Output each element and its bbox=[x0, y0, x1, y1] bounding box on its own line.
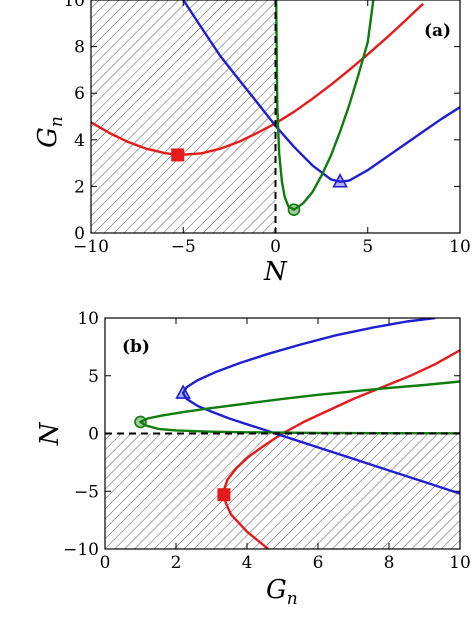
a-series-marker-triangle-1 bbox=[332, 173, 348, 188]
b-series-line-0 bbox=[222, 349, 460, 549]
b-ytick-label: −10 bbox=[63, 540, 99, 560]
svg-text:N: N bbox=[35, 421, 65, 446]
a-xtick-label: 5 bbox=[362, 237, 373, 257]
panel-a-ylabel: Gn bbox=[33, 116, 67, 148]
b-xtick-label: 6 bbox=[313, 553, 324, 573]
b-xtick-label: 8 bbox=[384, 553, 395, 573]
a-series-marker-circle-2 bbox=[287, 203, 301, 216]
svg-text:Gn: Gn bbox=[266, 575, 298, 609]
b-xtick-label: 2 bbox=[171, 553, 182, 573]
b-series-marker-square-0 bbox=[217, 488, 231, 502]
a-ytick-label: 0 bbox=[74, 224, 85, 244]
b-ytick-label: 5 bbox=[88, 367, 99, 387]
b-xtick-label: 4 bbox=[242, 553, 253, 573]
b-series-line-2 bbox=[139, 380, 460, 435]
panel-a-label: (a) bbox=[424, 21, 451, 41]
b-xtick-label: 0 bbox=[100, 553, 111, 573]
a-ytick-label: 6 bbox=[74, 84, 85, 104]
a-series-line-2 bbox=[275, 0, 375, 211]
panel-b-hatched-region bbox=[105, 433, 460, 549]
panel-a-xlabel: N bbox=[263, 257, 288, 287]
a-xtick-label: −5 bbox=[171, 237, 196, 257]
b-xtick-label: 10 bbox=[449, 553, 471, 573]
panel-a-hatched-region bbox=[91, 0, 276, 233]
b-ytick-label: −5 bbox=[74, 482, 99, 502]
a-ytick-label: 2 bbox=[74, 177, 85, 197]
a-ytick-label: 8 bbox=[74, 38, 85, 58]
a-ytick-label: 4 bbox=[74, 131, 85, 151]
a-series-marker-square-0 bbox=[171, 148, 185, 162]
panel-a: −10 −5 0 5 10 0 2 4 6 8 10 (a) N Gn bbox=[33, 0, 471, 287]
b-series-line-1 bbox=[181, 318, 460, 495]
a-xtick-label: 10 bbox=[449, 237, 471, 257]
b-series-marker-circle-2 bbox=[134, 415, 147, 429]
a-xtick-label: −10 bbox=[73, 237, 109, 257]
b-ytick-label: 10 bbox=[77, 309, 99, 329]
a-series-line-1 bbox=[182, 0, 460, 183]
panel-b: 0 2 4 6 8 10 −10 −5 0 5 10 (b) Gn N bbox=[35, 309, 471, 609]
panel-b-xlabel: Gn bbox=[266, 575, 298, 609]
b-series-marker-triangle-1 bbox=[175, 384, 191, 399]
a-ytick-label: 10 bbox=[63, 0, 85, 11]
panel-b-label: (b) bbox=[122, 337, 150, 357]
a-xtick-label: 0 bbox=[270, 237, 281, 257]
panel-b-ylabel: N bbox=[35, 421, 65, 446]
svg-text:Gn: Gn bbox=[33, 116, 67, 148]
b-ytick-label: 0 bbox=[88, 425, 99, 445]
